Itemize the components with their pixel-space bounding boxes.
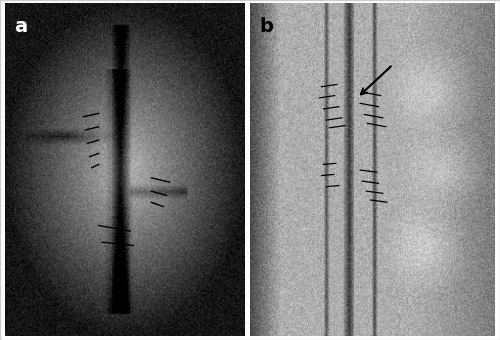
Text: b: b — [260, 17, 274, 36]
Text: a: a — [14, 17, 28, 36]
